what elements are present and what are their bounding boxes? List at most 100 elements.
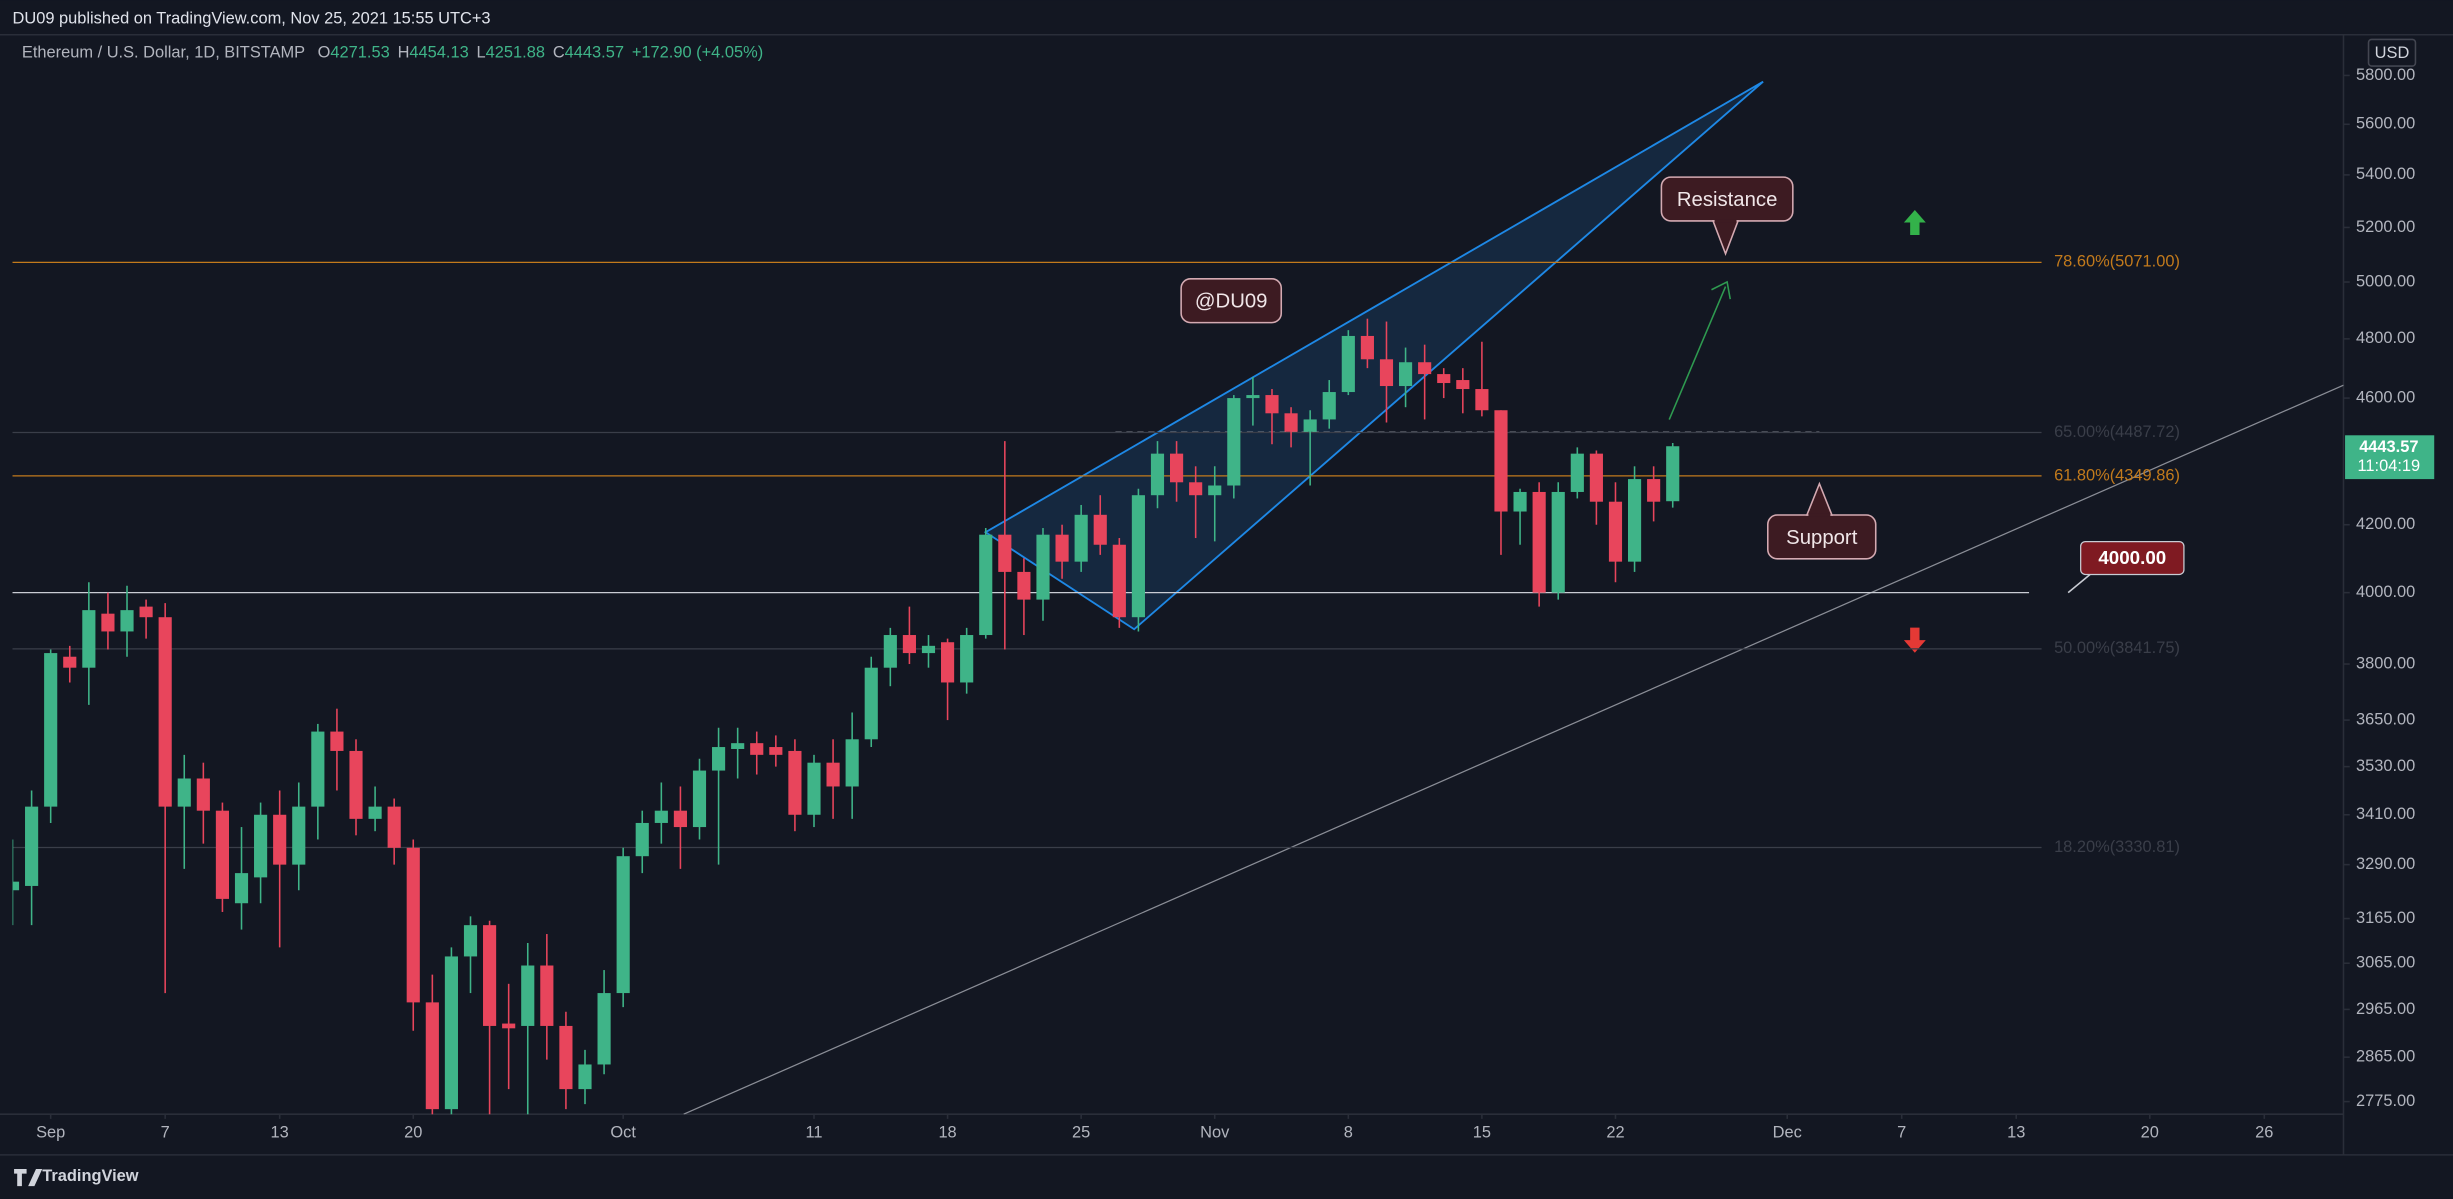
y-tick-label: 4600.00 bbox=[2356, 388, 2415, 406]
currency-box bbox=[2367, 38, 2417, 67]
fib-label: 65.00%(4487.72) bbox=[2054, 423, 2180, 441]
candle-body bbox=[444, 956, 458, 1110]
y-tick-label: 3650.00 bbox=[2356, 710, 2415, 728]
candle-body bbox=[826, 762, 840, 787]
candle-body bbox=[1265, 395, 1279, 414]
fib-label: 78.60%(5071.00) bbox=[2054, 253, 2180, 271]
candle-body bbox=[44, 653, 58, 807]
candle-body bbox=[1303, 419, 1317, 432]
ohlc-value: 4271.53 bbox=[330, 44, 389, 62]
candle-body bbox=[692, 770, 707, 828]
y-tick-label: 3165.00 bbox=[2356, 909, 2415, 927]
candle-body bbox=[540, 965, 554, 1026]
candle-body bbox=[196, 778, 210, 811]
x-tick-label: 22 bbox=[1606, 1123, 1624, 1141]
ohlc-value: 4454.13 bbox=[409, 44, 468, 62]
candle-body bbox=[177, 778, 191, 807]
symbol-legend: Ethereum / U.S. Dollar, 1D, BITSTAMP O427… bbox=[22, 44, 763, 62]
candle-body bbox=[1398, 362, 1413, 387]
candle-body bbox=[273, 814, 287, 865]
x-tick-label: 15 bbox=[1473, 1123, 1491, 1141]
ohlc-prefix: L bbox=[477, 44, 486, 62]
y-tick-label: 5200.00 bbox=[2356, 218, 2415, 236]
level-callout-text: 4000.00 bbox=[2098, 547, 2166, 568]
candle-body bbox=[1284, 413, 1298, 432]
ohlc-prefix: O bbox=[318, 44, 331, 62]
candle-body bbox=[1627, 479, 1642, 562]
symbol: Ethereum / U.S. Dollar, 1D, BITSTAMP bbox=[22, 44, 305, 62]
x-tick-label: 26 bbox=[2255, 1123, 2273, 1141]
candle-body bbox=[1666, 446, 1680, 502]
candle-body bbox=[120, 610, 134, 632]
candle-body bbox=[1532, 491, 1546, 593]
x-tick-label: 7 bbox=[1897, 1123, 1906, 1141]
last-price-box bbox=[2345, 435, 2435, 480]
candle-body bbox=[1112, 544, 1126, 618]
x-tick-label: 8 bbox=[1344, 1123, 1353, 1141]
candle-body bbox=[1418, 362, 1432, 375]
fib-label: 18.20%(3330.81) bbox=[2054, 838, 2180, 856]
candle-body bbox=[215, 810, 229, 899]
candle-body bbox=[1170, 453, 1184, 483]
y-tick-label: 5800.00 bbox=[2356, 66, 2415, 84]
candle-body bbox=[25, 806, 39, 886]
candle-body bbox=[864, 667, 878, 740]
ohlc-prefix: H bbox=[398, 44, 410, 62]
y-tick-label: 2775.00 bbox=[2356, 1092, 2415, 1110]
candle-body bbox=[1475, 389, 1489, 411]
logo-shape bbox=[14, 1168, 43, 1187]
candle-body bbox=[635, 822, 649, 857]
candle-body bbox=[158, 617, 172, 807]
x-tick-label: 7 bbox=[161, 1123, 170, 1141]
candle-body bbox=[769, 747, 783, 755]
y-tick-label: 5000.00 bbox=[2356, 272, 2415, 290]
fib-label: 50.00%(3841.75) bbox=[2054, 639, 2180, 657]
candles bbox=[12, 318, 1680, 1115]
candle-body bbox=[1570, 453, 1584, 492]
last-price: 4443.57 bbox=[2359, 438, 2418, 456]
candle-body bbox=[12, 881, 20, 891]
y-tick-label: 4000.00 bbox=[2356, 583, 2415, 601]
candle-body bbox=[1647, 479, 1661, 502]
candle-body bbox=[139, 606, 153, 618]
x-tick-label: 18 bbox=[938, 1123, 956, 1141]
y-tick-label: 3065.00 bbox=[2356, 954, 2415, 972]
candle-body bbox=[311, 731, 325, 807]
callout-text: @DU09 bbox=[1195, 291, 1268, 313]
rising-wedge bbox=[983, 80, 1764, 631]
candle-body bbox=[1055, 534, 1069, 562]
candle-body bbox=[616, 856, 630, 994]
candle-body bbox=[82, 610, 96, 668]
candle-body bbox=[1341, 335, 1355, 393]
callout-text: Resistance bbox=[1677, 189, 1778, 211]
candle-body bbox=[330, 731, 344, 751]
candle-body bbox=[578, 1064, 592, 1090]
candle-body bbox=[1379, 359, 1394, 387]
x-tick-label: 13 bbox=[271, 1123, 289, 1141]
y-tick-label: 3290.00 bbox=[2356, 855, 2415, 873]
candle-body bbox=[1322, 392, 1336, 420]
candle-body bbox=[998, 534, 1012, 572]
countdown: 11:04:19 bbox=[2358, 457, 2421, 475]
callout-box bbox=[1180, 278, 1283, 324]
candle-body bbox=[1589, 453, 1603, 502]
x-tick-label: Oct bbox=[610, 1123, 636, 1141]
ohlc-change: +172.90 (+4.05%) bbox=[632, 44, 763, 62]
x-tick-label: 20 bbox=[2141, 1123, 2159, 1141]
x-tick-label: 13 bbox=[2007, 1123, 2025, 1141]
candle-body bbox=[979, 534, 993, 636]
candle-body bbox=[1074, 514, 1088, 562]
candle-body bbox=[387, 806, 401, 848]
candle-body bbox=[101, 613, 115, 632]
fib-label: 61.80%(4349.86) bbox=[2054, 466, 2180, 484]
candle-body bbox=[292, 806, 306, 865]
y-tick-label: 4800.00 bbox=[2356, 329, 2415, 347]
candle-body bbox=[502, 1023, 516, 1029]
level-callout-stem bbox=[2067, 573, 2091, 594]
candle-body bbox=[1246, 395, 1260, 399]
candle-body bbox=[368, 806, 382, 819]
candle-body bbox=[1360, 335, 1374, 360]
candle-body bbox=[712, 747, 726, 771]
